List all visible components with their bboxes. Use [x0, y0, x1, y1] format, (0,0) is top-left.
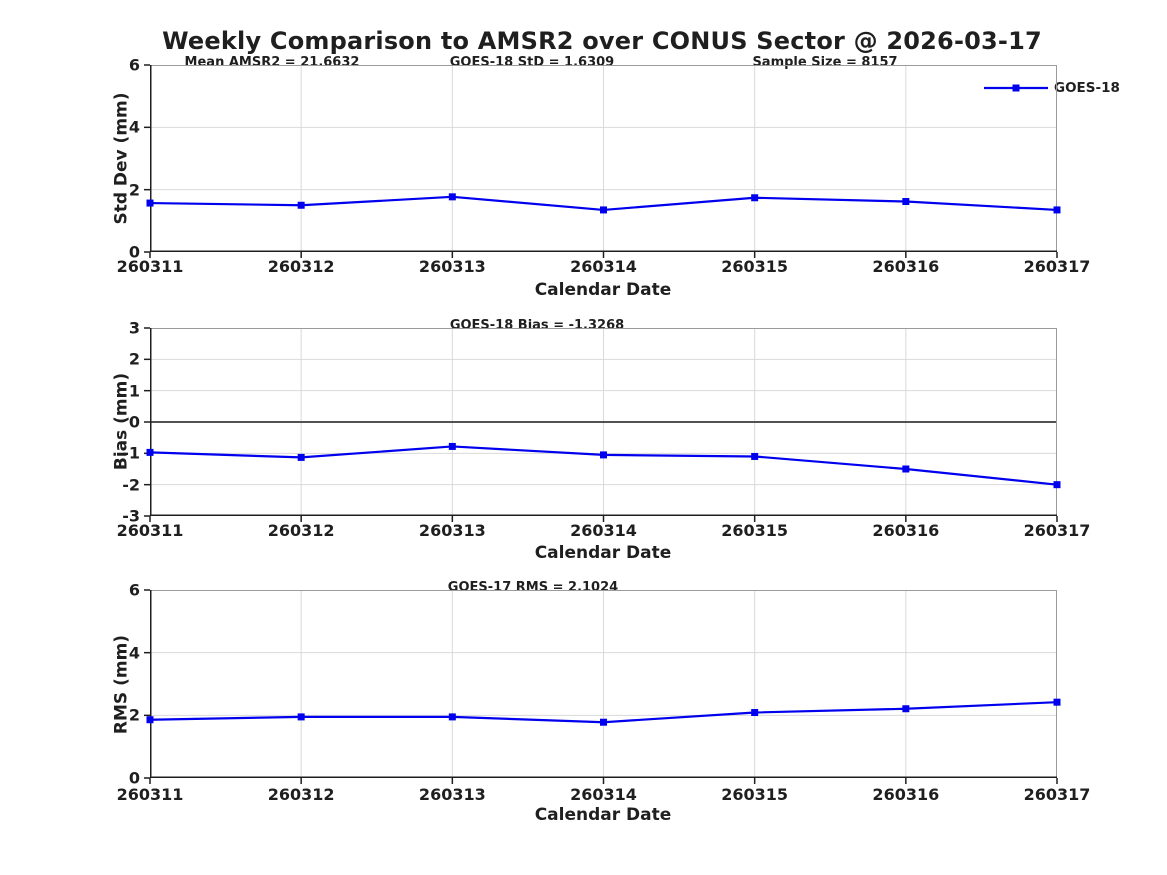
data-marker	[902, 465, 910, 473]
data-marker	[448, 713, 456, 721]
y-tick-label: 4	[128, 117, 140, 137]
panel-bias	[144, 327, 1061, 522]
data-marker	[751, 452, 759, 460]
panel-std-dev	[144, 64, 1061, 258]
data-marker	[448, 193, 456, 201]
chart-title: Weekly Comparison to AMSR2 over CONUS Se…	[162, 27, 1042, 55]
y-tick-label: 2	[128, 180, 140, 200]
y-tick-label: -1	[122, 443, 140, 463]
data-marker	[146, 716, 154, 724]
x-tick-label: 260316	[872, 521, 940, 540]
stat-sample-size: Sample Size = 8157	[752, 55, 898, 70]
data-marker	[1053, 698, 1061, 706]
x-tick-label: 260311	[116, 785, 184, 804]
x-tick-label: 260316	[872, 257, 940, 276]
legend-label: GOES-18	[1054, 80, 1120, 96]
data-marker	[600, 206, 607, 214]
x-tick-label: 260311	[116, 257, 184, 276]
stat-goes18-std: GOES-18 StD = 1.6309	[449, 55, 615, 70]
y-tick-label: 1	[128, 381, 140, 401]
data-marker	[600, 718, 607, 726]
x-tick-label: 260315	[721, 257, 789, 276]
y-tick-label: 4	[128, 643, 140, 663]
x-axis-label-calendar-date: Calendar Date	[534, 805, 672, 825]
legend-line-marker-icon	[984, 84, 1048, 92]
x-tick-label: 260317	[1023, 521, 1091, 540]
data-marker	[751, 194, 759, 202]
y-tick-label: 0	[128, 768, 140, 788]
legend: GOES-18	[984, 80, 1120, 96]
y-tick-label: 2	[128, 349, 140, 369]
y-tick-label: 2	[128, 705, 140, 725]
x-tick-label: 260311	[116, 521, 184, 540]
x-tick-label: 260312	[267, 257, 335, 276]
x-tick-label: 260315	[721, 785, 789, 804]
stat-mean-amsr2: Mean AMSR2 = 21.6632	[184, 55, 360, 70]
x-tick-label: 260313	[418, 785, 486, 804]
data-marker	[146, 199, 154, 207]
y-axis-label-rms: RMS (mm)	[111, 634, 132, 735]
data-marker	[146, 448, 154, 456]
data-marker	[297, 453, 305, 461]
data-marker	[902, 705, 910, 713]
x-tick-label: 260313	[418, 521, 486, 540]
data-marker	[1053, 206, 1061, 214]
x-tick-label: 260312	[267, 785, 335, 804]
data-marker	[1053, 481, 1061, 489]
y-tick-label: 6	[128, 580, 140, 600]
data-marker	[448, 442, 456, 450]
x-tick-label: 260317	[1023, 257, 1091, 276]
stat-goes17-rms: GOES-17 RMS = 2.1024	[447, 580, 619, 595]
y-tick-label: 0	[128, 242, 140, 262]
y-tick-label: -2	[122, 475, 140, 495]
x-tick-label: 260312	[267, 521, 335, 540]
x-tick-label: 260314	[570, 785, 637, 804]
x-axis-label-calendar-date: Calendar Date	[534, 543, 672, 563]
x-tick-label: 260316	[872, 785, 940, 804]
x-tick-label: 260317	[1023, 785, 1091, 804]
y-tick-label: -3	[122, 506, 140, 526]
y-tick-label: 3	[128, 318, 140, 338]
x-tick-label: 260314	[570, 521, 637, 540]
x-axis-label-calendar-date: Calendar Date	[534, 280, 672, 300]
y-tick-label: 0	[128, 412, 140, 432]
x-tick-label: 260313	[418, 257, 486, 276]
data-marker	[902, 198, 910, 206]
y-axis-label-std-dev: Std Dev (mm)	[111, 92, 132, 225]
x-tick-label: 260314	[570, 257, 637, 276]
stat-goes18-bias: GOES-18 Bias = -1.3268	[449, 318, 625, 333]
data-marker	[297, 713, 305, 721]
data-marker	[751, 709, 759, 717]
y-tick-label: 6	[128, 55, 140, 75]
panel-rms	[144, 589, 1061, 784]
data-marker	[297, 201, 305, 209]
x-tick-label: 260315	[721, 521, 789, 540]
data-marker	[600, 451, 607, 459]
